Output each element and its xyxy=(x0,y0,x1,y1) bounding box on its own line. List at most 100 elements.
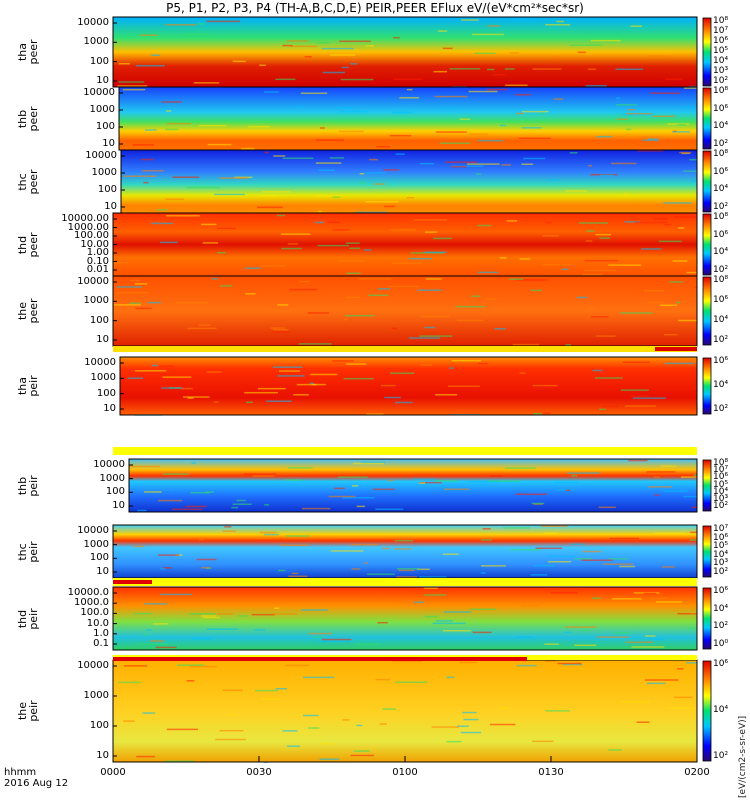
spectrogram-speckle xyxy=(643,592,657,595)
spectrogram-speckle xyxy=(623,193,629,195)
spectrogram-speckle xyxy=(311,383,326,386)
spectrogram-speckle xyxy=(196,558,217,561)
spectrogram-speckle xyxy=(191,637,213,640)
spectrogram-speckle xyxy=(396,576,418,578)
y-tick-label: 100 xyxy=(96,387,116,399)
spectrogram-speckle xyxy=(277,375,305,377)
spectrogram-speckle xyxy=(636,721,650,723)
spectrogram-speckle xyxy=(330,54,356,56)
spectrogram-speckle xyxy=(155,646,177,649)
spectrogram-speckle xyxy=(630,25,643,27)
colorbar xyxy=(702,150,712,213)
spectrogram-speckle xyxy=(468,480,499,483)
y-tick-label: 10000 xyxy=(93,459,125,470)
spectrogram-speckle xyxy=(584,259,619,262)
spectrogram-speckle xyxy=(442,47,453,50)
y-tick-label: 1000 xyxy=(83,36,109,48)
spectrogram-speckle xyxy=(375,508,404,510)
spectrogram-speckle xyxy=(273,607,280,609)
spectrogram-speckle xyxy=(285,479,302,481)
data-quality-bar xyxy=(113,447,697,455)
spectrogram-speckle xyxy=(217,227,237,230)
colorbar xyxy=(702,459,712,512)
spectrogram-speckle xyxy=(678,319,697,322)
spectrogram-speckle xyxy=(308,632,333,635)
spectrogram-speckle xyxy=(545,710,571,712)
spectrogram-speckle xyxy=(608,264,642,266)
spectrogram-speckle xyxy=(364,471,395,474)
spectrogram-speckle xyxy=(586,230,595,232)
spectrogram-speckle xyxy=(140,158,154,161)
colorbar-tick-label: 10⁶ xyxy=(713,586,729,596)
spectrogram-speckle xyxy=(333,487,345,490)
spectrogram-speckle xyxy=(505,84,528,87)
spectrogram-speckle xyxy=(345,242,360,244)
spectrogram-speckle xyxy=(440,107,457,109)
spectrogram-speckle xyxy=(206,20,240,23)
spectrogram-speckle xyxy=(592,369,603,372)
spectrogram-speckle xyxy=(487,25,501,27)
spectrogram-speckle xyxy=(350,63,358,65)
x-tick-label: 0130 xyxy=(538,767,564,778)
spectrogram-speckle xyxy=(213,401,219,403)
y-tick-label: 1000.0 xyxy=(74,597,109,609)
spectrogram-speckle xyxy=(562,663,583,666)
spectrogram-speckle xyxy=(501,164,511,166)
spectrogram-speckle xyxy=(363,249,372,251)
spectrogram-speckle xyxy=(435,131,467,133)
spectrogram-speckle xyxy=(395,681,428,684)
spectrogram-panel xyxy=(112,212,712,277)
spectrogram-speckle xyxy=(609,537,640,540)
spectrogram-speckle xyxy=(585,84,607,87)
panel-y-label: tha peer xyxy=(16,22,40,82)
spectrogram-speckle xyxy=(388,479,394,482)
spectrogram-speckle xyxy=(599,237,611,239)
spectrogram-speckle xyxy=(595,335,616,337)
colorbar xyxy=(702,587,712,650)
spectrogram-speckle xyxy=(301,507,331,510)
spectrogram-speckle xyxy=(390,372,415,374)
spectrogram-speckle xyxy=(406,88,413,91)
colorbar-tick-label: 10² xyxy=(713,621,729,632)
spectrogram-speckle xyxy=(678,227,685,229)
spectrogram-speckle xyxy=(193,82,220,84)
spectrogram-speckle xyxy=(391,204,397,206)
spectrogram-speckle xyxy=(672,131,691,133)
spectrogram-speckle xyxy=(553,55,560,58)
spectrogram-speckle xyxy=(236,499,246,502)
spectrogram-speckle xyxy=(652,115,675,118)
spectrogram-speckle xyxy=(144,129,157,131)
spectrogram-speckle xyxy=(200,615,217,617)
spectrogram-speckle xyxy=(180,387,193,390)
spectrogram-speckle xyxy=(219,729,244,732)
y-tick-label: 10000.00 xyxy=(61,213,109,224)
spectrogram-speckle xyxy=(289,288,318,291)
spectrogram-speckle xyxy=(356,724,363,727)
spectrogram-speckle xyxy=(516,664,537,667)
spectrogram-speckle xyxy=(456,725,469,727)
spectrogram-speckle xyxy=(150,222,174,225)
spectrogram-fill xyxy=(119,87,697,150)
spectrogram-speckle xyxy=(613,632,632,634)
spectrogram-speckle xyxy=(377,621,388,624)
spectrogram-speckle xyxy=(632,397,666,399)
spectrogram-speckle xyxy=(476,173,482,175)
spectrogram-speckle xyxy=(363,562,368,564)
spectrogram-speckle xyxy=(692,360,697,363)
spectrogram-speckle xyxy=(199,538,205,541)
spectrogram-speckle xyxy=(395,539,414,542)
x-tick-label: 0030 xyxy=(246,767,272,778)
spectrogram-panel xyxy=(119,356,712,416)
spectrogram-speckle xyxy=(260,265,286,267)
spectrogram-speckle xyxy=(272,329,289,331)
spectrogram-speckle xyxy=(490,723,516,726)
spectrogram-speckle xyxy=(144,603,168,605)
spectrogram-speckle xyxy=(153,623,169,625)
spectrogram-speckle xyxy=(577,51,586,54)
spectrogram-speckle xyxy=(544,643,559,645)
colorbar-tick-label: 10⁶ xyxy=(713,36,729,46)
spectrogram-speckle xyxy=(328,495,356,498)
spectrogram-speckle xyxy=(581,629,590,631)
spectrogram-speckle xyxy=(545,24,571,26)
spectrogram-speckle xyxy=(542,235,559,237)
